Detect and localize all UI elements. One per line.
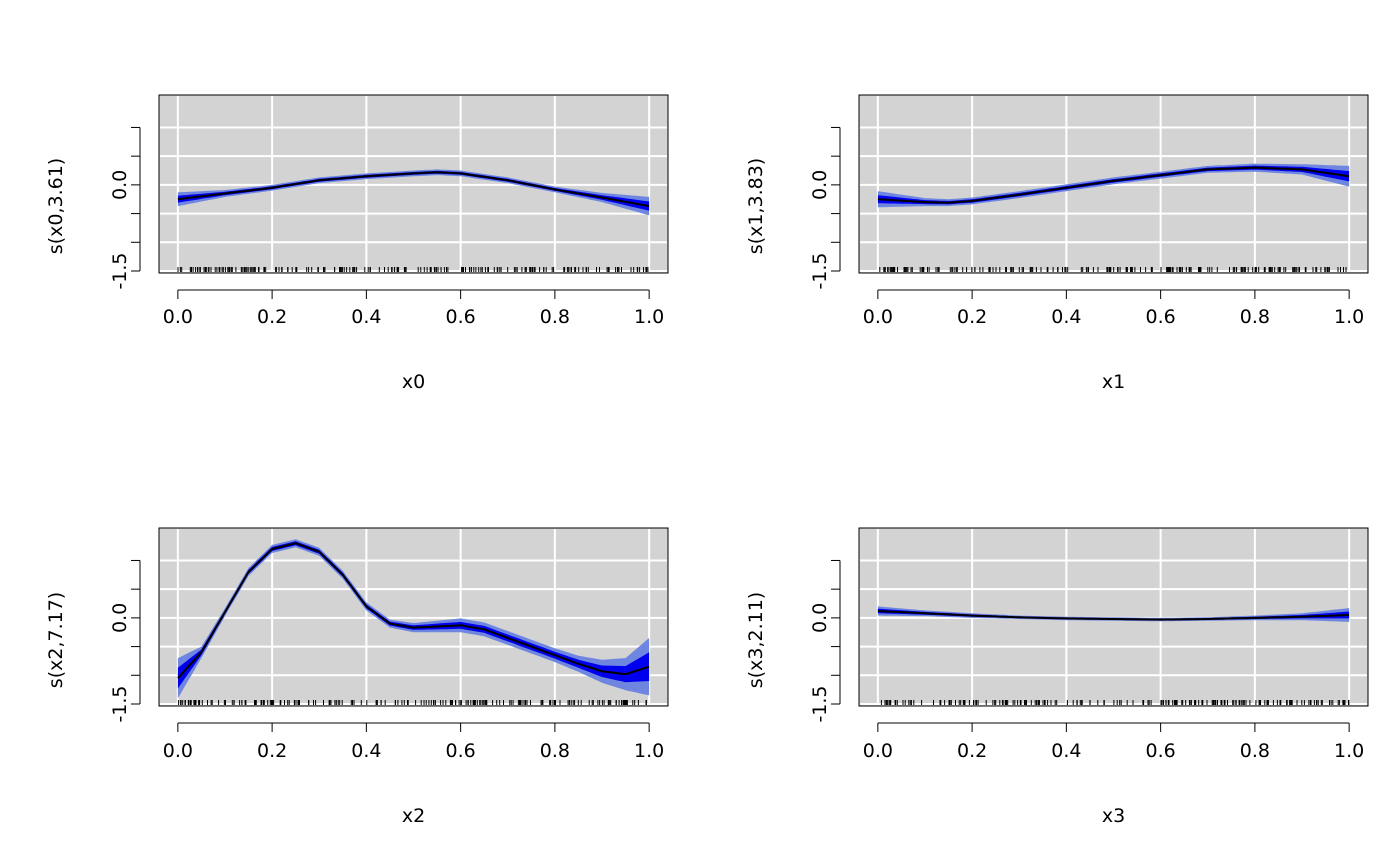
x-tick-label: 0.4 — [1051, 740, 1081, 762]
y-axis-title: s(x0,3.61) — [45, 158, 67, 254]
x-tick-label: 0.6 — [1146, 306, 1176, 328]
x-tick-label: 0.2 — [257, 306, 287, 328]
y-axis-title: s(x2,7.17) — [45, 592, 67, 688]
smooth-panel-x2: 0.0 0.2 0.4 0.6 0.8 1.0 -1.5 0.0 x2 s(x2,7.17) — [45, 527, 669, 827]
y-tick-label: -1.5 — [109, 685, 131, 722]
x-tick-label: 0.6 — [446, 740, 476, 762]
outer-confidence-band — [177, 539, 650, 699]
x-tick-label: 0.0 — [163, 740, 193, 762]
x-tick-label: 1.0 — [634, 306, 664, 328]
x-tick-label: 0.2 — [957, 306, 987, 328]
x-tick-label: 1.0 — [634, 740, 664, 762]
y-axis-title: s(x3,2.11) — [745, 592, 767, 688]
x-tick-label: 0.4 — [351, 740, 381, 762]
smooth-panel-x0: 0.0 0.2 0.4 0.6 0.8 1.0 -1.5 0.0 x0 s(x0,3.61) — [45, 94, 669, 393]
x-axis-title: x1 — [1102, 371, 1125, 393]
x-tick-label: 0.6 — [446, 306, 476, 328]
y-tick-label: 0.0 — [809, 603, 831, 633]
y-tick-label: -1.5 — [809, 252, 831, 289]
rug-marks — [177, 267, 649, 272]
x-tick-label: 0.0 — [163, 306, 193, 328]
x-tick-label: 0.8 — [540, 740, 570, 762]
rug-marks — [880, 700, 1350, 705]
smooth-panel-x1: 0.0 0.2 0.4 0.6 0.8 1.0 -1.5 0.0 x1 s(x1,3.83) — [745, 94, 1369, 393]
y-tick-label: 0.0 — [809, 170, 831, 200]
y-tick-label: 0.0 — [109, 603, 131, 633]
x-tick-label: 1.0 — [1334, 740, 1364, 762]
y-tick-label: -1.5 — [809, 685, 831, 722]
inner-confidence-band — [177, 170, 650, 211]
smooth-fit-line — [877, 610, 1350, 621]
x-tick-label: 0.0 — [863, 740, 893, 762]
x-axis-title: x0 — [402, 371, 425, 393]
x-tick-label: 0.8 — [1240, 306, 1270, 328]
smooth-fit-line — [177, 542, 650, 679]
smooth-fit-line — [177, 171, 650, 208]
x-axis-title: x2 — [402, 805, 425, 827]
x-tick-label: 0.4 — [351, 306, 381, 328]
x-tick-label: 0.6 — [1146, 740, 1176, 762]
x-tick-label: 0.2 — [257, 740, 287, 762]
x-tick-label: 0.8 — [540, 306, 570, 328]
x-axis-title: x3 — [1102, 805, 1125, 827]
inner-confidence-band — [177, 541, 650, 689]
x-tick-label: 1.0 — [1334, 306, 1364, 328]
y-tick-label: 0.0 — [109, 170, 131, 200]
x-tick-label: 0.4 — [1051, 306, 1081, 328]
smooth-fit-line — [877, 166, 1350, 204]
x-tick-label: 0.8 — [1240, 740, 1270, 762]
rug-marks — [879, 267, 1347, 272]
rug-marks — [178, 700, 647, 705]
x-tick-label: 0.2 — [957, 740, 987, 762]
y-tick-label: -1.5 — [109, 252, 131, 289]
x-tick-label: 0.0 — [863, 306, 893, 328]
smooth-panel-x3: 0.0 0.2 0.4 0.6 0.8 1.0 -1.5 0.0 x3 s(x3,2.11) — [745, 527, 1369, 827]
y-axis-title: s(x1,3.83) — [745, 158, 767, 254]
